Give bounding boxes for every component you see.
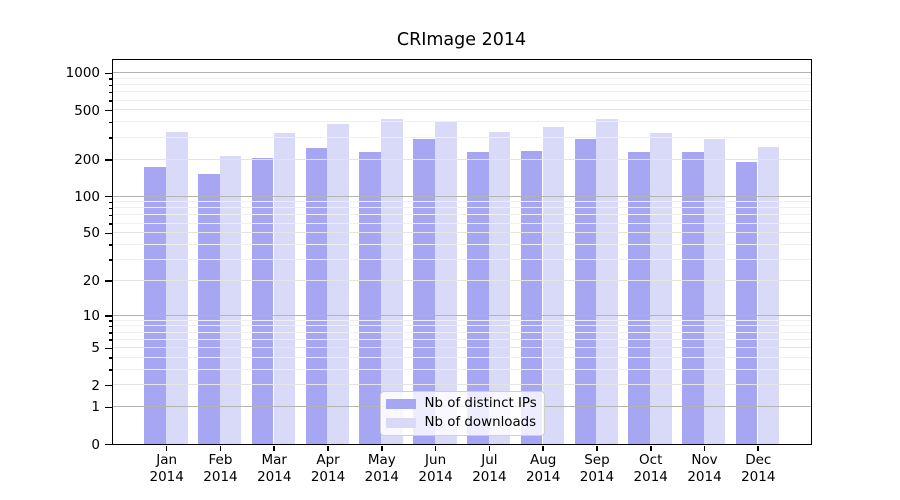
y-minor-tick-mark-70	[108, 214, 112, 217]
legend-swatch-downloads	[385, 417, 416, 429]
y-minor-tick-mark-90	[108, 201, 112, 204]
y-minor-tick-mark-4	[108, 357, 112, 359]
y-tick-mark-1000	[104, 72, 112, 75]
y-tick-mark-100	[104, 195, 112, 198]
y-tick-label-100: 100	[74, 188, 100, 205]
x-tick-label-may: May 2014	[364, 452, 399, 485]
y-tick-mark-1	[104, 406, 112, 409]
x-tick-label-jul: Jul 2014	[472, 452, 507, 485]
bar-sep-downloads	[596, 119, 618, 444]
bar-aug-downloads	[542, 127, 565, 444]
bar-jan-distinct-ips	[144, 167, 166, 444]
y-minor-tick-mark-9	[108, 320, 112, 322]
x-tick-label-apr: Apr 2014	[310, 452, 346, 485]
bar-jan-downloads	[166, 132, 188, 444]
x-tick-mark-may	[381, 446, 383, 451]
x-tick-label-sep: Sep 2014	[579, 452, 615, 485]
y-tick-mark-5	[104, 347, 112, 350]
y-minor-tick-mark-8	[108, 325, 112, 328]
x-tick-label-aug: Aug 2014	[525, 452, 561, 485]
y-tick-label-2: 2	[91, 377, 100, 394]
legend-item-downloads: Nb of downloads	[381, 416, 544, 430]
y-tick-label-0: 0	[91, 436, 100, 453]
legend-label-downloads: Nb of downloads	[424, 415, 537, 430]
bar-mar-distinct-ips	[251, 157, 274, 444]
bars-layer	[113, 60, 811, 445]
x-tick-label-jun: Jun 2014	[418, 452, 453, 485]
y-minor-tick-mark-40	[108, 244, 112, 246]
bar-nov-downloads	[703, 138, 726, 444]
x-tick-mark-apr	[327, 446, 329, 451]
x-tick-mark-sep	[596, 446, 598, 451]
y-tick-label-1: 1	[91, 399, 100, 416]
bar-oct-distinct-ips	[628, 152, 650, 444]
x-tick-label-oct: Oct 2014	[633, 452, 668, 485]
x-tick-mark-dec	[757, 446, 760, 451]
bar-sep-distinct-ips	[574, 138, 597, 444]
x-tick-mark-mar	[273, 446, 276, 451]
chart-title: CRImage 2014	[396, 30, 527, 50]
bar-may-distinct-ips	[359, 151, 381, 444]
y-tick-label-200: 200	[74, 151, 100, 168]
bar-oct-downloads	[650, 133, 672, 444]
y-minor-tick-mark-300	[108, 137, 112, 139]
y-minor-tick-mark-600	[108, 100, 112, 102]
x-tick-label-nov: Nov 2014	[687, 452, 722, 485]
bar-aug-distinct-ips	[520, 150, 543, 444]
y-tick-label-5: 5	[91, 340, 100, 357]
y-tick-mark-200	[104, 158, 112, 161]
bar-may-downloads	[381, 119, 403, 444]
bar-jul-distinct-ips	[466, 152, 489, 444]
y-tick-mark-50	[104, 232, 112, 235]
y-minor-tick-mark-60	[108, 222, 112, 225]
x-tick-label-feb: Feb 2014	[203, 452, 238, 485]
x-tick-mark-oct	[649, 446, 652, 451]
legend-item-distinct-ips: Nb of distinct IPs	[381, 397, 544, 411]
x-tick-label-dec: Dec 2014	[741, 452, 776, 485]
legend: Nb of distinct IPs Nb of downloads	[379, 391, 545, 436]
bar-mar-downloads	[273, 133, 296, 444]
y-tick-label-20: 20	[82, 273, 100, 290]
y-tick-mark-10	[104, 315, 112, 317]
x-tick-label-jan: Jan 2014	[149, 452, 184, 485]
y-tick-label-500: 500	[74, 102, 100, 119]
x-tick-mark-jul	[488, 446, 491, 451]
bar-feb-downloads	[219, 155, 242, 444]
y-tick-mark-2	[104, 384, 112, 387]
x-tick-label-mar: Mar 2014	[257, 452, 292, 485]
y-tick-label-10: 10	[82, 307, 100, 324]
bar-feb-distinct-ips	[198, 173, 220, 444]
y-tick-mark-20	[104, 280, 112, 282]
y-tick-label-50: 50	[82, 225, 100, 242]
bar-dec-distinct-ips	[735, 162, 758, 444]
x-tick-mark-jan	[165, 446, 168, 451]
y-minor-tick-mark-3	[108, 369, 112, 371]
y-minor-tick-mark-900	[108, 78, 112, 80]
bar-jul-downloads	[488, 132, 511, 444]
x-tick-mark-aug	[542, 446, 544, 451]
legend-label-distinct-ips: Nb of distinct IPs	[424, 396, 537, 411]
y-minor-tick-mark-7	[108, 332, 112, 334]
x-tick-mark-feb	[219, 446, 222, 451]
y-minor-tick-mark-700	[108, 91, 112, 94]
bar-dec-downloads	[757, 146, 780, 444]
y-tick-mark-0	[104, 443, 112, 446]
y-minor-tick-mark-800	[108, 84, 112, 87]
y-tick-label-1000: 1000	[65, 65, 100, 82]
bar-nov-distinct-ips	[682, 152, 704, 444]
legend-swatch-distinct-ips	[385, 398, 416, 410]
plot-area: Nb of distinct IPs Nb of downloads	[111, 58, 812, 445]
bar-jun-downloads	[435, 122, 457, 444]
y-minor-tick-mark-80	[108, 207, 112, 210]
x-tick-mark-nov	[703, 446, 706, 451]
y-minor-tick-mark-400	[108, 121, 112, 124]
y-tick-mark-500	[104, 109, 112, 112]
bar-apr-downloads	[327, 124, 350, 444]
bar-apr-distinct-ips	[305, 148, 328, 444]
y-minor-tick-mark-30	[108, 259, 112, 261]
y-minor-tick-mark-6	[108, 339, 112, 341]
x-tick-mark-jun	[434, 446, 437, 451]
